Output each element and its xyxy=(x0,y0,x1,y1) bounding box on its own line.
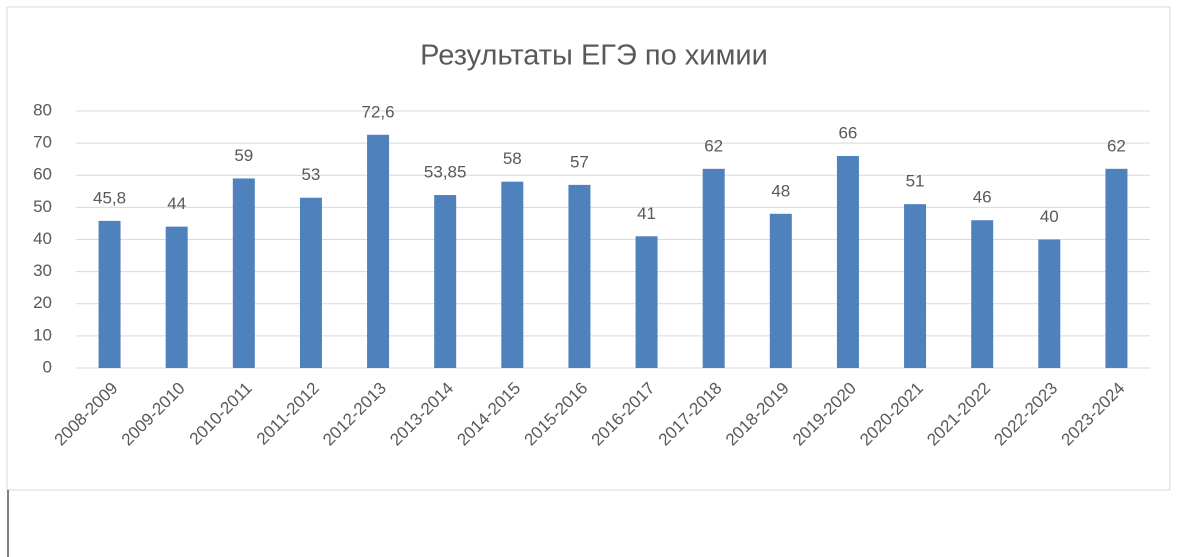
data-label: 72,6 xyxy=(362,102,395,121)
bar xyxy=(1038,239,1061,368)
data-label: 48 xyxy=(771,181,790,200)
x-tick-label: 2018-2019 xyxy=(722,379,793,450)
data-label: 62 xyxy=(1107,136,1126,155)
bar xyxy=(434,195,457,368)
data-label: 41 xyxy=(637,204,656,223)
chart-title: Результаты ЕГЭ по химии xyxy=(420,40,768,72)
y-tick-label: 0 xyxy=(43,357,52,376)
data-label: 51 xyxy=(906,172,925,191)
x-tick-label: 2014-2015 xyxy=(453,379,524,450)
x-tick-label: 2013-2014 xyxy=(386,379,457,450)
x-tick-label: 2008-2009 xyxy=(51,379,122,450)
y-tick-label: 70 xyxy=(33,133,52,152)
x-tick-label: 2016-2017 xyxy=(588,379,659,450)
bar xyxy=(1105,168,1128,368)
data-label: 53,85 xyxy=(424,162,467,181)
data-label: 62 xyxy=(704,136,723,155)
bar xyxy=(98,220,121,368)
data-label: 53 xyxy=(301,165,320,184)
y-tick-label: 40 xyxy=(33,229,52,248)
bar xyxy=(232,178,255,368)
data-label: 46 xyxy=(973,188,992,207)
bar xyxy=(635,236,658,368)
y-tick-label: 20 xyxy=(33,293,52,312)
x-tick-label: 2011-2012 xyxy=(253,379,323,449)
x-tick-label: 2022-2023 xyxy=(990,379,1061,450)
bar xyxy=(568,184,591,368)
bar xyxy=(836,155,859,368)
data-label: 58 xyxy=(503,149,522,168)
x-tick-label: 2012-2013 xyxy=(319,379,390,450)
x-tick-label: 2021-2022 xyxy=(923,379,994,450)
y-tick-label: 30 xyxy=(33,261,52,280)
bar xyxy=(971,220,994,368)
y-tick-label: 80 xyxy=(33,100,52,119)
bar xyxy=(299,197,322,368)
x-tick-label: 2019-2020 xyxy=(789,379,860,450)
x-tick-label: 2010-2011 xyxy=(186,379,256,449)
bar xyxy=(702,168,725,368)
x-tick-label: 2023-2024 xyxy=(1058,379,1129,450)
data-label: 59 xyxy=(234,146,253,165)
data-label: 45,8 xyxy=(93,188,126,207)
data-label: 40 xyxy=(1040,207,1059,226)
data-label: 66 xyxy=(838,123,857,142)
bar xyxy=(165,226,188,368)
x-tick-label: 2009-2010 xyxy=(118,379,189,450)
bar xyxy=(769,213,792,368)
y-tick-label: 60 xyxy=(33,165,52,184)
x-tick-label: 2017-2018 xyxy=(655,379,726,450)
y-tick-label: 10 xyxy=(33,325,52,344)
bar xyxy=(367,134,390,368)
data-label: 44 xyxy=(167,194,186,213)
x-tick-label: 2015-2016 xyxy=(521,379,592,450)
x-tick-label: 2020-2021 xyxy=(856,379,927,450)
bar xyxy=(501,181,524,368)
y-tick-label: 50 xyxy=(33,197,52,216)
chart-border xyxy=(6,6,1171,491)
bar xyxy=(904,204,927,368)
data-label: 57 xyxy=(570,152,589,171)
